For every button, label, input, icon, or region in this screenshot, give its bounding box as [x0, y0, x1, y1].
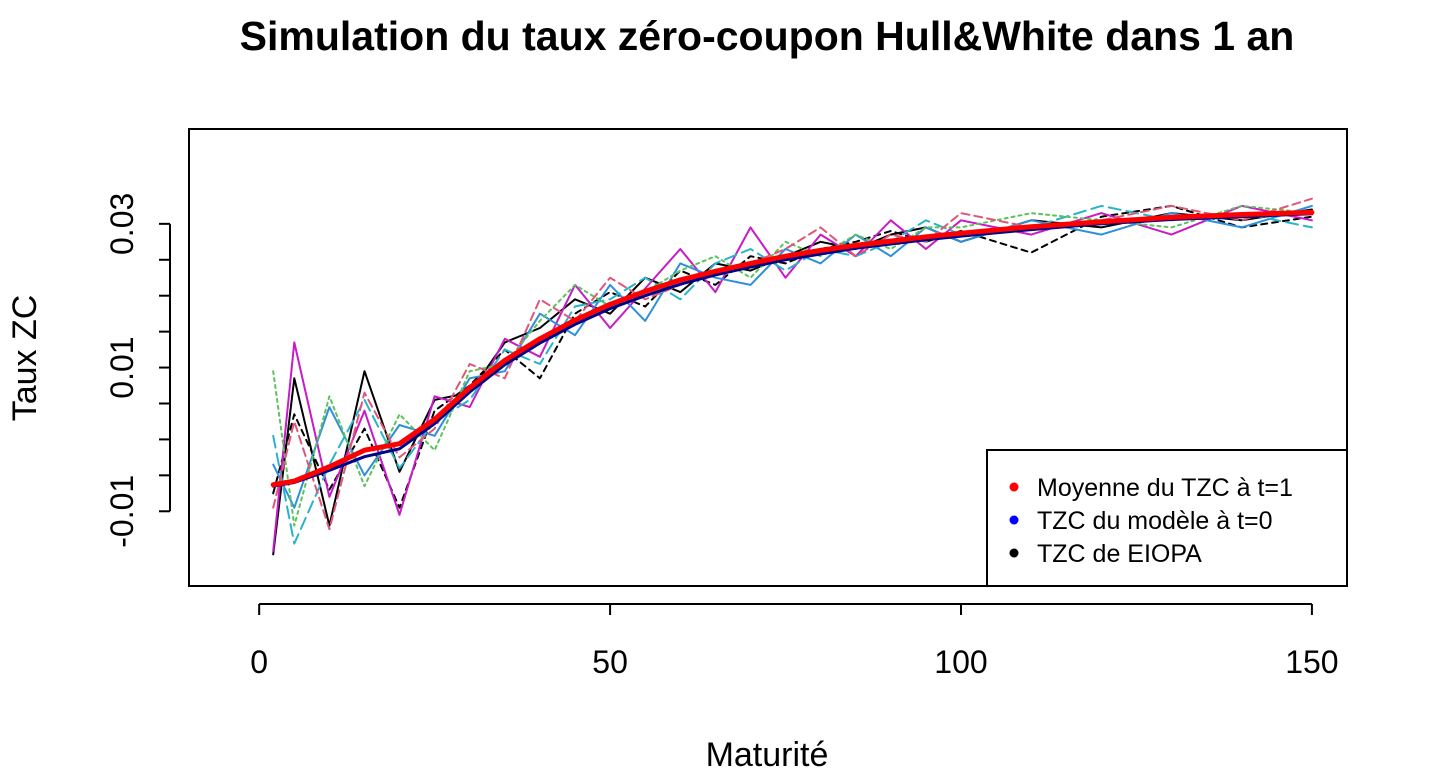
legend-label-mean: Moyenne du TZC à t=1 [1037, 474, 1293, 502]
x-tick-label: 50 [592, 644, 628, 680]
legend-box [986, 449, 1348, 587]
chart-title: Simulation du taux zéro-coupon Hull&Whit… [240, 13, 1295, 59]
legend: Moyenne du TZC à t=1 TZC du modèle à t=0… [986, 449, 1348, 587]
legend-marker-model [1009, 515, 1019, 525]
y-tick-label: -0.01 [104, 475, 140, 548]
y-axis-label: Taux ZC [6, 295, 44, 422]
series-line-simulation [272, 197, 1313, 531]
x-axis-label: Maturité [706, 736, 829, 774]
y-tick-label: 0.03 [104, 193, 140, 255]
legend-label-eiopa: TZC de EIOPA [1037, 540, 1202, 568]
series-line-mean [270, 209, 1315, 488]
plot-frame [188, 128, 1348, 587]
legend-marker-mean [1009, 482, 1019, 492]
series-line-model [271, 212, 1314, 488]
series-line-simulation [272, 204, 1313, 509]
x-tick-label: 0 [250, 644, 268, 680]
x-axis: 0 50 100 150 [250, 603, 1339, 680]
series-layer [270, 197, 1315, 556]
series-line-simulation [272, 204, 1313, 527]
legend-marker-eiopa [1009, 548, 1019, 558]
x-tick-label: 100 [934, 644, 987, 680]
legend-label-model: TZC du modèle à t=0 [1037, 507, 1273, 535]
series-line-simulation [272, 204, 1313, 545]
x-tick-label: 150 [1285, 644, 1338, 680]
y-axis: -0.01 0.01 0.03 [104, 193, 171, 548]
y-tick-label: 0.01 [104, 336, 140, 398]
